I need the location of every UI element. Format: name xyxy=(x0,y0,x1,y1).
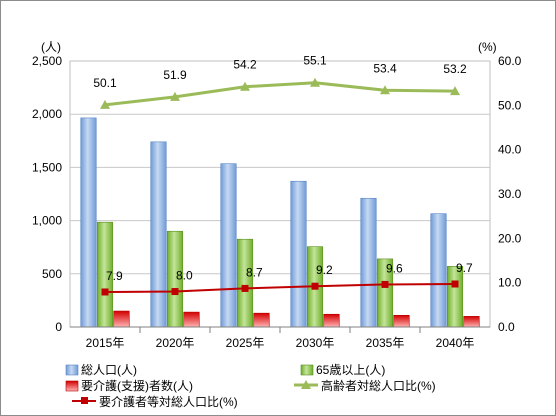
x-tick-label-2040-: 2040年 xyxy=(436,336,475,350)
line-elderly-ratio xyxy=(104,81,456,107)
legend: 総人口(人) 65歳以上(人) 要介護(支援)者数(人) 高齢者対総人口比(%)… xyxy=(65,363,436,409)
marker-care-ratio-2020- xyxy=(171,288,179,296)
bar-care-recipients-2040- xyxy=(463,316,480,328)
left-tick-label-3: 1,500 xyxy=(32,160,62,174)
bar-total-population-2040- xyxy=(430,213,447,328)
marker-care-ratio-2015- xyxy=(101,288,109,296)
legend-label-total-population: 総人口(人) xyxy=(81,363,137,377)
left-axis-unit: (人) xyxy=(41,40,61,54)
bar-total-population-2035- xyxy=(360,197,377,328)
legend-marker-elderly-ratio xyxy=(301,380,311,389)
bar-elderly-2040- xyxy=(446,266,464,328)
data-label-elderly-ratio-2035-: 53.4 xyxy=(373,61,397,75)
right-axis-unit: (%) xyxy=(478,40,497,54)
left-tick-label-5: 2,500 xyxy=(32,54,62,68)
right-tick-label-0: 0.0 xyxy=(498,320,515,334)
left-tick-label-4: 2,000 xyxy=(32,107,62,121)
legend-label-care-recipients: 要介護(支援)者数(人) xyxy=(81,378,193,393)
label-layer: 50.1 51.9 54.2 55.1 53.4 53.2 7.9 8.0 8.7 9.2 9.6 9… xyxy=(93,54,473,283)
marker-elderly-ratio-2030- xyxy=(310,77,320,87)
bar-care-recipients-2025- xyxy=(253,312,270,328)
line-care-ratio xyxy=(104,282,456,293)
legend-swatch-care-recipients xyxy=(65,380,79,392)
bar-care-recipients-2035- xyxy=(393,314,410,328)
marker-care-ratio-2035- xyxy=(381,280,389,288)
data-label-elderly-ratio-2040-: 53.2 xyxy=(443,62,467,76)
x-tick-label-2030-: 2030年 xyxy=(296,336,335,350)
bar-total-population-2030- xyxy=(290,180,307,328)
data-label-elderly-ratio-2015-: 50.1 xyxy=(93,76,117,90)
bar-care-recipients-2015- xyxy=(113,310,130,328)
legend-marker-care-ratio xyxy=(81,397,88,404)
right-tick-label-3: 30.0 xyxy=(498,187,522,201)
line-layer xyxy=(100,77,460,296)
left-tick-label-2: 1,000 xyxy=(32,214,62,228)
bar-layer xyxy=(80,117,480,328)
data-label-care-ratio-2020-: 8.0 xyxy=(176,269,193,283)
x-tick-label-2020-: 2020年 xyxy=(156,336,195,350)
x-tick-label-2035-: 2035年 xyxy=(366,336,405,350)
bar-care-recipients-2030- xyxy=(323,313,340,328)
right-tick-label-2: 20.0 xyxy=(498,231,522,245)
marker-care-ratio-2030- xyxy=(311,282,319,290)
data-label-care-ratio-2030-: 9.2 xyxy=(316,263,333,277)
right-tick-label-6: 60.0 xyxy=(498,54,522,68)
left-tick-label-0: 0 xyxy=(55,320,62,334)
marker-elderly-ratio-2020- xyxy=(170,91,180,101)
marker-elderly-ratio-2015- xyxy=(100,99,110,109)
right-tick-label-4: 40.0 xyxy=(498,143,522,157)
data-label-care-ratio-2040-: 9.7 xyxy=(456,261,473,275)
marker-care-ratio-2040- xyxy=(451,280,459,288)
x-tick-label-2015-: 2015年 xyxy=(86,336,125,350)
legend-label-elderly-ratio: 高齢者対総人口比(%) xyxy=(321,378,436,393)
marker-elderly-ratio-2040- xyxy=(450,86,460,96)
marker-elderly-ratio-2035- xyxy=(380,85,390,95)
bar-elderly-2025- xyxy=(236,238,254,328)
bar-total-population-2020- xyxy=(150,141,167,328)
data-label-elderly-ratio-2025-: 54.2 xyxy=(233,58,257,72)
legend-label-care-ratio: 要介護者等対総人口比(%) xyxy=(99,394,238,409)
data-label-elderly-ratio-2020-: 51.9 xyxy=(163,68,187,82)
legend-swatch-total-population xyxy=(65,364,79,376)
bar-total-population-2015- xyxy=(80,117,97,328)
left-tick-label-1: 500 xyxy=(42,267,62,281)
bar-total-population-2025- xyxy=(220,163,237,328)
bar-care-recipients-2020- xyxy=(183,311,200,328)
legend-swatch-elderly xyxy=(300,364,314,376)
data-label-care-ratio-2025-: 8.7 xyxy=(246,265,263,279)
legend-label-elderly: 65歳以上(人) xyxy=(316,363,385,377)
data-label-elderly-ratio-2030-: 55.1 xyxy=(303,54,327,68)
data-label-care-ratio-2035-: 9.6 xyxy=(386,261,403,275)
data-label-care-ratio-2015-: 7.9 xyxy=(106,269,123,283)
marker-elderly-ratio-2025- xyxy=(240,81,250,91)
right-tick-label-5: 50.0 xyxy=(498,98,522,112)
x-tick-label-2025-: 2025年 xyxy=(226,336,265,350)
axis-layer: 0 500 1,000 1,500 2,000 2,500 0.0 10.0 20.0 30.0 4… xyxy=(32,54,522,350)
marker-care-ratio-2025- xyxy=(241,284,249,292)
right-tick-label-1: 10.0 xyxy=(498,276,522,290)
